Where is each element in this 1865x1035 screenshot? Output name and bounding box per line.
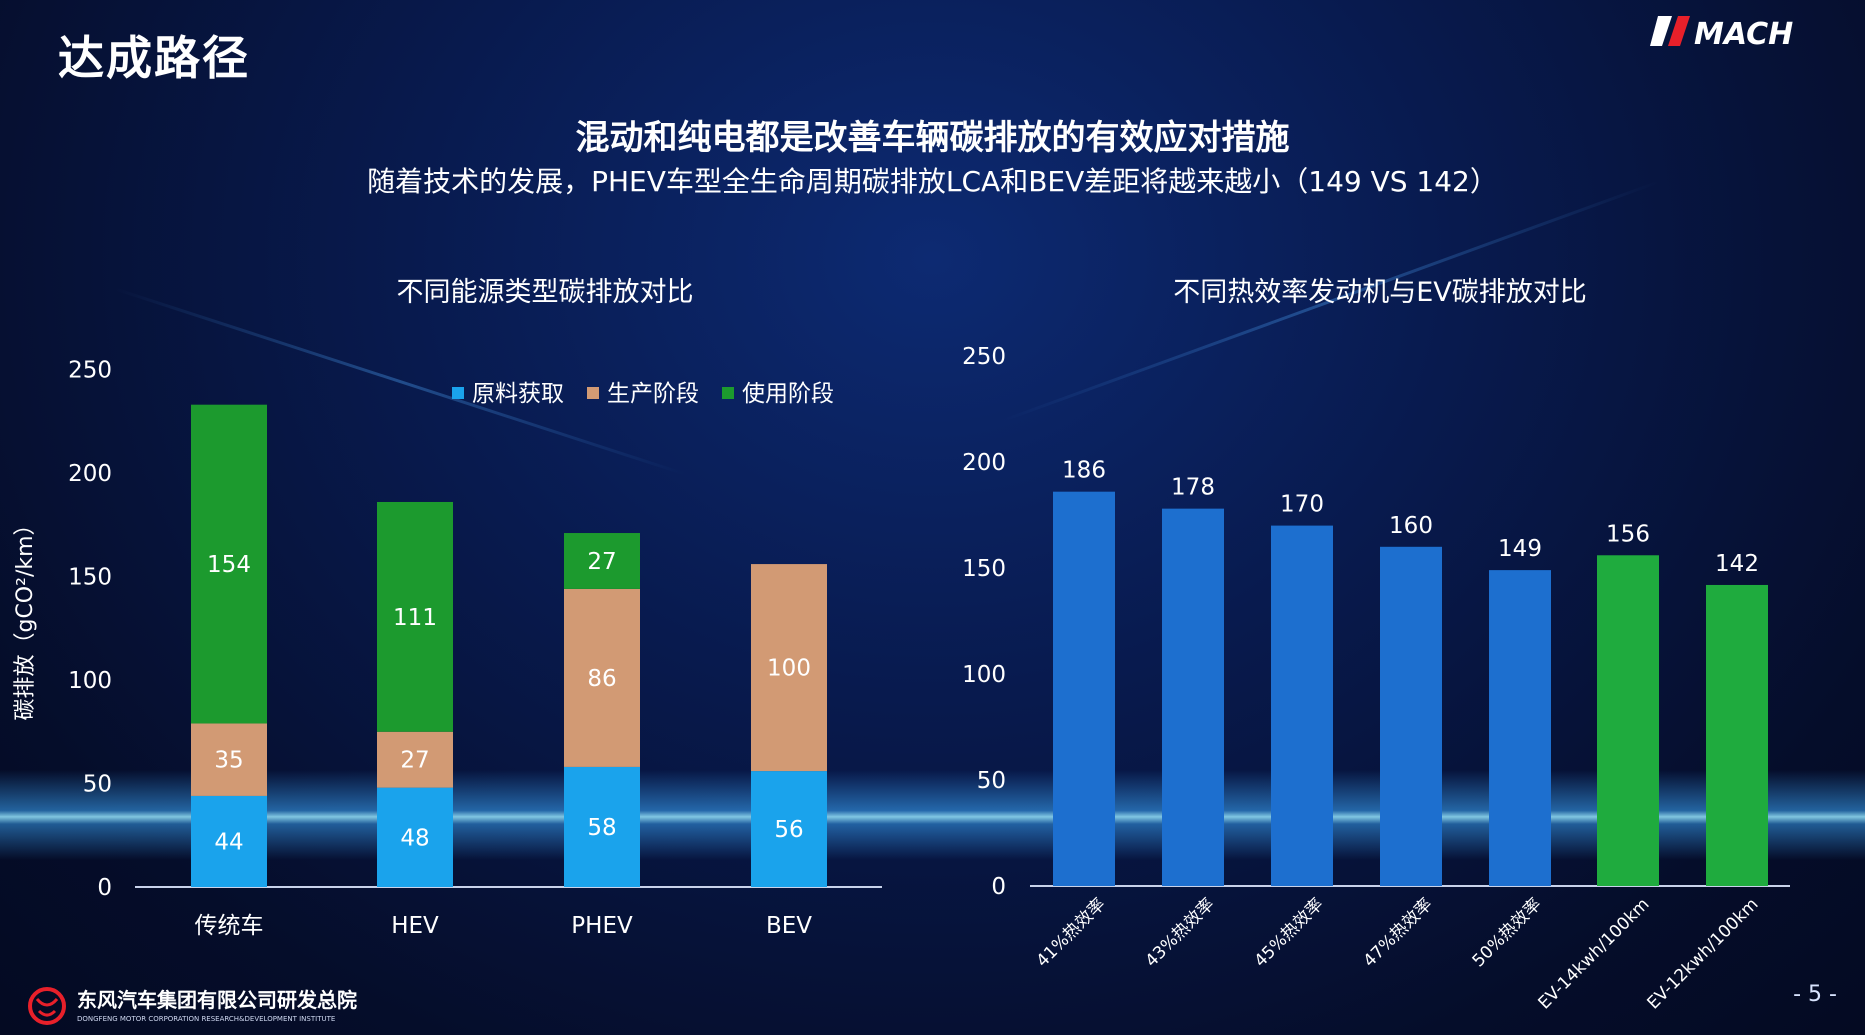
- segment-value-label: 100: [767, 656, 811, 682]
- right-x-category-label: 45%热效率: [1251, 894, 1328, 971]
- use-phase-segment: [191, 404, 267, 724]
- mach-logo: MACH: [1650, 16, 1793, 52]
- legend-production-swatch: [587, 387, 599, 399]
- dongfeng-footer-logo: 东风汽车集团有限公司研发总院 DONGFENG MOTOR CORPORATIO…: [28, 987, 357, 1025]
- left-x-category-label: BEV: [766, 913, 812, 939]
- right-y-tick-label: 100: [962, 662, 1006, 688]
- engine-bar: [1053, 491, 1115, 886]
- right-chart-title: 不同热效率发动机与EV碳排放对比: [1173, 277, 1587, 308]
- page-number: - 5 -: [1793, 982, 1837, 1007]
- legend-production-label: 生产阶段: [607, 381, 699, 407]
- left-y-tick-label: 150: [68, 565, 112, 591]
- legend-use-phase-swatch: [722, 387, 734, 399]
- segment-value-label: 56: [774, 817, 803, 843]
- left-x-category-label: PHEV: [571, 913, 633, 939]
- left-y-tick-label: 250: [68, 358, 112, 384]
- left-chart-title: 不同能源类型碳排放对比: [396, 277, 694, 308]
- right-x-category-label: 41%热效率: [1033, 894, 1110, 971]
- segment-value-label: 86: [587, 666, 616, 692]
- production-segment: [191, 723, 267, 796]
- right-y-tick-label: 250: [962, 344, 1006, 370]
- left-y-tick-label: 100: [68, 668, 112, 694]
- use-phase-segment: [564, 533, 640, 589]
- left-y-tick-label: 200: [68, 461, 112, 487]
- bar-value-label: 156: [1606, 521, 1650, 547]
- left-y-tick-label: 0: [97, 875, 112, 901]
- bar-value-label: 178: [1171, 475, 1215, 501]
- segment-value-label: 58: [587, 815, 616, 841]
- bar-value-label: 142: [1715, 551, 1759, 577]
- segment-value-label: 27: [587, 549, 616, 575]
- raw-material-segment: [191, 795, 267, 887]
- ev-bar: [1706, 584, 1768, 886]
- left-y-axis-label: 碳排放（gCO²/km）: [13, 513, 38, 720]
- right-x-category-label: 50%热效率: [1469, 894, 1546, 971]
- engine-bar: [1271, 525, 1333, 886]
- production-segment: [564, 588, 640, 767]
- right-y-tick-label: 200: [962, 450, 1006, 476]
- raw-material-segment: [377, 787, 453, 887]
- right-y-tick-label: 0: [991, 874, 1006, 900]
- svg-text:MACH: MACH: [1694, 17, 1793, 52]
- ev-bar: [1597, 555, 1659, 886]
- right-x-category-label: EV-14kwh/100km: [1535, 894, 1654, 1013]
- subheadline: 随着技术的发展，PHEV车型全生命周期碳排放LCA和BEV差距将越来越小（149…: [367, 165, 1498, 198]
- production-segment: [377, 731, 453, 788]
- right-x-category-label: 43%热效率: [1142, 894, 1219, 971]
- segment-value-label: 48: [400, 825, 429, 851]
- headline: 混动和纯电都是改善车辆碳排放的有效应对措施: [575, 118, 1290, 158]
- right-y-tick-label: 50: [977, 768, 1006, 794]
- segment-value-label: 35: [214, 748, 243, 774]
- bar-value-label: 149: [1498, 536, 1542, 562]
- svg-text:DONGFENG MOTOR CORPORATION RES: DONGFENG MOTOR CORPORATION RESEARCH&DEVE…: [77, 1015, 335, 1023]
- segment-value-label: 44: [214, 829, 243, 855]
- engine-bar: [1162, 508, 1224, 886]
- left-x-category-label: 传统车: [195, 913, 264, 939]
- bar-value-label: 160: [1389, 513, 1433, 539]
- engine-bar: [1489, 570, 1551, 886]
- segment-value-label: 154: [207, 552, 251, 578]
- engine-bar: [1380, 546, 1442, 886]
- bar-value-label: 186: [1062, 458, 1106, 484]
- use-phase-segment: [377, 501, 453, 732]
- production-segment: [751, 564, 827, 772]
- left-y-tick-label: 50: [83, 772, 112, 798]
- left-x-category-label: HEV: [391, 913, 439, 939]
- raw-material-segment: [564, 766, 640, 887]
- page-title: 达成路径: [58, 31, 250, 85]
- raw-material-segment: [751, 771, 827, 887]
- legend-use-phase-label: 使用阶段: [742, 381, 834, 407]
- segment-value-label: 27: [400, 748, 429, 774]
- right-y-tick-label: 150: [962, 556, 1006, 582]
- legend-raw-material-label: 原料获取: [472, 381, 564, 407]
- legend-raw-material-swatch: [452, 387, 464, 399]
- right-x-category-label: 47%热效率: [1360, 894, 1437, 971]
- svg-text:东风汽车集团有限公司研发总院: 东风汽车集团有限公司研发总院: [77, 988, 357, 1012]
- right-x-category-label: EV-12kwh/100km: [1644, 894, 1763, 1013]
- bar-value-label: 170: [1280, 492, 1324, 518]
- segment-value-label: 111: [393, 605, 437, 631]
